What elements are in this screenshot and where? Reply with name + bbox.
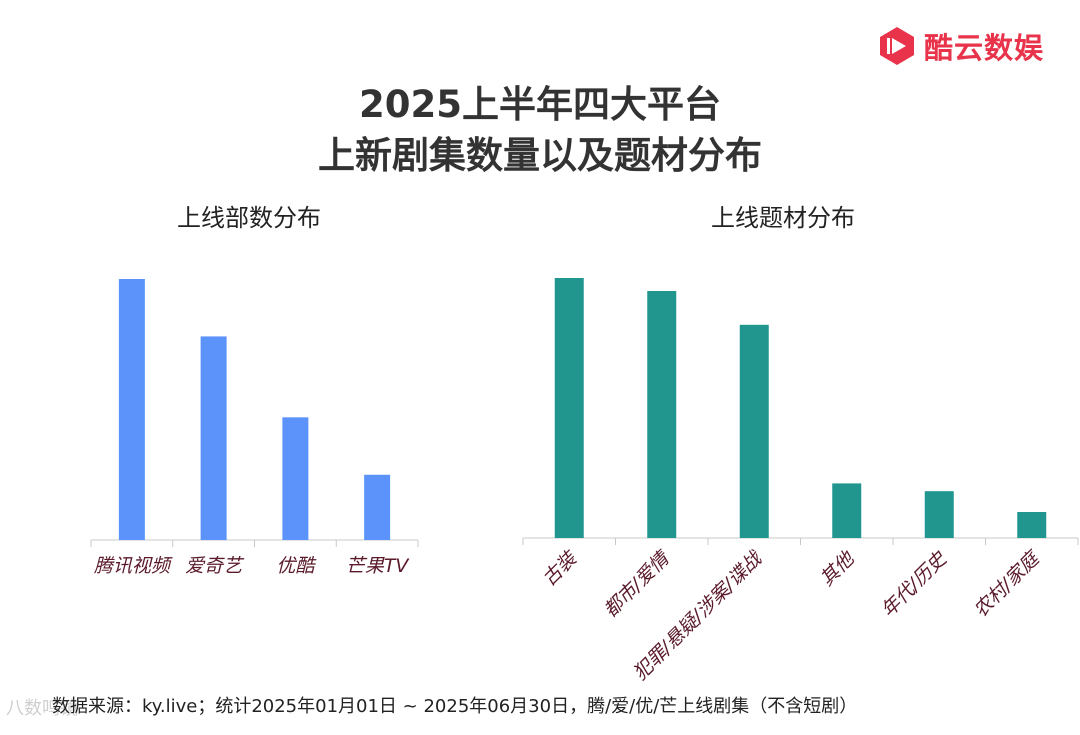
page-title-line1: 2025上半年四大平台: [359, 83, 721, 126]
page-title-line2: 上新剧集数量以及题材分布: [318, 134, 762, 177]
bar: [832, 483, 862, 538]
bar: [118, 279, 145, 540]
watermark: 八数鸣镜: [6, 698, 78, 719]
category-label: 优酷: [276, 555, 317, 577]
category-label: 芒果TV: [346, 555, 411, 577]
category-label: 都市/爱情: [599, 546, 675, 622]
bar: [647, 291, 677, 538]
bar: [554, 278, 584, 538]
chart1-title: 上线部数分布: [177, 204, 321, 232]
category-label: 其他: [816, 547, 860, 591]
category-label: 古装: [538, 546, 583, 591]
category-label: 农村/家庭: [969, 546, 1045, 622]
play-logo-icon: [880, 27, 914, 65]
bar: [739, 324, 769, 538]
brand-name: 酷云数娱: [924, 31, 1045, 65]
category-label: 年代/历史: [877, 547, 952, 622]
bar: [200, 336, 227, 540]
bar: [364, 474, 391, 540]
category-label: 爱奇艺: [185, 555, 245, 577]
brand-logo: 酷云数娱: [878, 24, 1044, 68]
bar: [1017, 512, 1047, 538]
bar: [924, 491, 954, 538]
bar: [282, 417, 309, 540]
chart2-title: 上线题材分布: [711, 204, 855, 232]
data-source-note: 数据来源：ky.live；统计2025年01月01日 ~ 2025年06月30日…: [52, 696, 858, 717]
category-label: 腾讯视频: [94, 555, 173, 577]
